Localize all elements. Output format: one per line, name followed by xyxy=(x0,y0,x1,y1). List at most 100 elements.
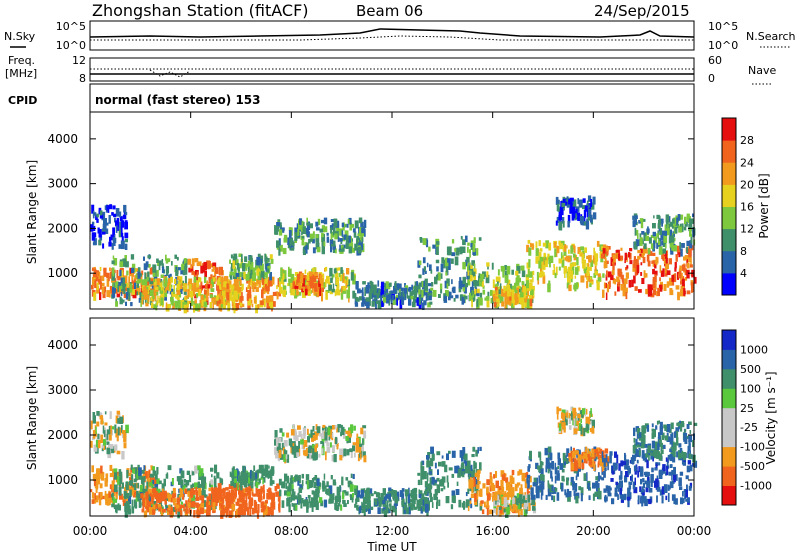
data-cell xyxy=(486,501,489,510)
data-cell xyxy=(171,261,173,266)
data-cell xyxy=(205,284,207,289)
data-cell xyxy=(574,451,576,455)
data-cell xyxy=(134,479,137,483)
data-cell xyxy=(528,247,531,255)
data-cell xyxy=(320,229,324,233)
data-cell xyxy=(286,433,289,438)
data-cell xyxy=(343,449,346,457)
data-cell xyxy=(171,292,173,296)
colorbar-swatch xyxy=(722,184,736,207)
data-cell xyxy=(615,482,618,485)
data-cell xyxy=(288,273,291,277)
data-cell xyxy=(595,257,598,266)
data-cell xyxy=(303,433,305,438)
data-cell xyxy=(241,254,243,262)
data-cell xyxy=(150,290,154,296)
data-cell xyxy=(142,296,144,304)
data-cell xyxy=(553,264,555,268)
data-cell xyxy=(529,503,531,511)
data-cell xyxy=(527,291,529,296)
data-cell xyxy=(524,503,527,510)
data-cell xyxy=(234,470,237,477)
data-cell xyxy=(337,444,339,450)
colorbar-tick-label: 16 xyxy=(740,201,754,214)
data-cell xyxy=(607,261,609,264)
data-cell xyxy=(651,261,655,264)
data-cell xyxy=(314,446,317,453)
data-cell xyxy=(419,261,422,265)
data-cell xyxy=(328,285,332,291)
data-cell xyxy=(263,490,265,498)
data-cell xyxy=(500,480,503,488)
data-cell xyxy=(520,292,524,297)
data-cell xyxy=(640,479,642,485)
data-cell xyxy=(357,298,360,302)
data-cell xyxy=(213,297,216,304)
data-cell xyxy=(333,274,335,277)
data-cell xyxy=(209,484,211,488)
data-cell xyxy=(438,462,442,467)
data-cell xyxy=(187,471,190,475)
data-cell xyxy=(238,267,240,271)
data-cell xyxy=(125,244,128,250)
data-cell xyxy=(156,270,159,277)
data-cell xyxy=(279,479,282,486)
data-cell xyxy=(112,282,114,287)
data-cell xyxy=(546,495,548,500)
data-cell xyxy=(327,233,329,236)
data-cell xyxy=(465,236,468,243)
data-cell xyxy=(667,224,669,229)
data-cell xyxy=(294,286,298,289)
data-cell xyxy=(186,480,188,485)
data-cell xyxy=(584,473,587,481)
data-cell xyxy=(199,277,201,280)
data-cell xyxy=(168,278,170,285)
data-cell xyxy=(334,454,337,462)
data-cell xyxy=(113,214,116,218)
data-cell xyxy=(653,215,655,218)
data-cell xyxy=(618,487,620,492)
power-colorbar xyxy=(722,118,736,296)
data-cell xyxy=(680,248,683,256)
data-cell xyxy=(682,265,686,271)
data-cell xyxy=(204,277,206,283)
data-cell xyxy=(108,242,111,247)
data-cell xyxy=(452,451,456,458)
data-cell xyxy=(346,290,350,299)
data-cell xyxy=(492,263,494,270)
data-cell xyxy=(125,302,127,306)
data-cell xyxy=(583,198,586,203)
data-cell xyxy=(540,453,542,461)
data-cell xyxy=(373,287,376,296)
data-cell xyxy=(316,234,319,238)
data-cell xyxy=(278,249,280,256)
data-cell xyxy=(279,229,282,235)
data-cell xyxy=(417,473,420,476)
data-cell xyxy=(109,426,111,430)
data-cell xyxy=(501,470,505,474)
data-cell xyxy=(682,461,684,465)
data-cell xyxy=(458,500,461,508)
data-cell xyxy=(317,247,321,253)
data-cell xyxy=(418,285,421,289)
data-cell xyxy=(643,483,645,488)
data-cell xyxy=(108,445,110,448)
data-cell xyxy=(224,276,228,282)
data-cell xyxy=(437,484,440,493)
data-cell xyxy=(251,482,253,488)
data-cell xyxy=(498,289,501,294)
data-cell xyxy=(464,454,467,461)
data-cell xyxy=(344,286,346,290)
data-cell xyxy=(404,288,408,294)
data-cell xyxy=(436,266,439,271)
nave-tick-high: 60 xyxy=(708,54,722,67)
data-cell xyxy=(619,269,622,274)
data-cell xyxy=(666,466,668,475)
data-cell xyxy=(549,448,551,452)
data-cell xyxy=(441,488,444,491)
data-cell xyxy=(682,491,684,497)
data-cell xyxy=(177,498,180,505)
data-cell xyxy=(256,257,260,266)
data-cell xyxy=(559,211,562,216)
data-cell xyxy=(242,304,244,307)
